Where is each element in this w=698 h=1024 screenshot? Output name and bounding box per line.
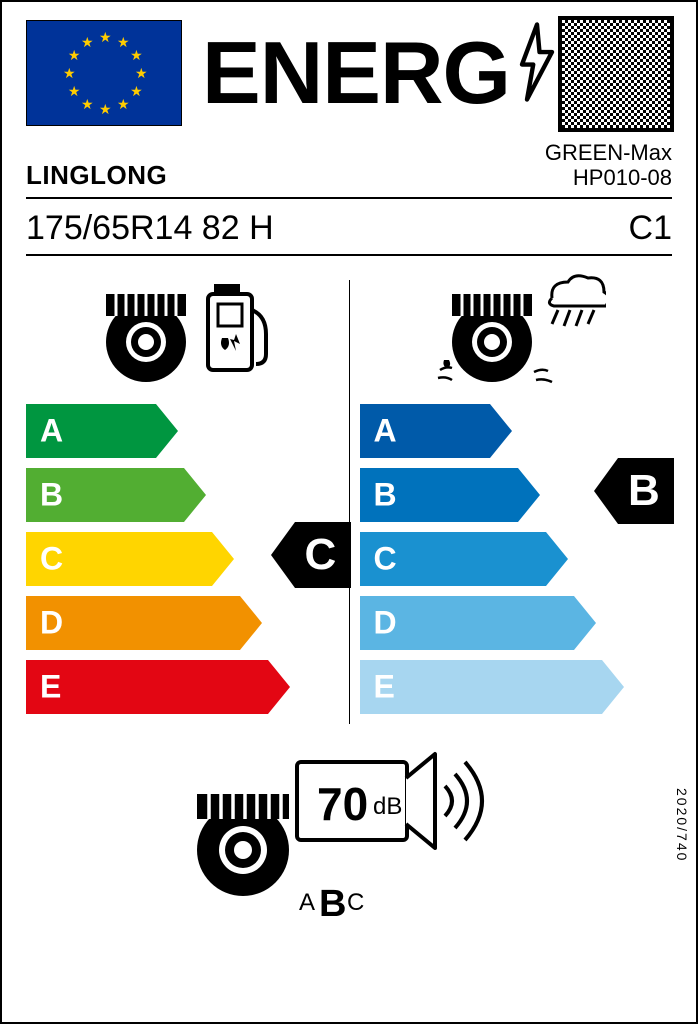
- rating-badge: B: [594, 458, 674, 524]
- grade-bar-label: A: [40, 412, 63, 449]
- header: ★★★★★★★★★★★★ ENERG: [26, 20, 672, 126]
- grade-bar-d: D: [360, 596, 673, 650]
- qr-code[interactable]: [558, 16, 674, 132]
- rating-badge-label: C: [305, 530, 337, 580]
- grade-bar-label: C: [374, 540, 397, 577]
- tyre-size: 175/65R14 82 H: [26, 209, 274, 248]
- noise-scale-c: C: [347, 889, 364, 916]
- eu-tyre-label: ★★★★★★★★★★★★ ENERG LINGLONG GREEN-Max HP…: [0, 0, 698, 1024]
- wet-icon-row: [360, 280, 673, 400]
- grade-bar-c: C: [360, 532, 673, 586]
- size-class-row: 175/65R14 82 H C1: [26, 209, 672, 248]
- db-value: 70: [317, 778, 368, 830]
- wet-tyre-icon: [436, 270, 606, 388]
- rating-badge: C: [271, 522, 351, 588]
- grade-bar-b: B: [26, 468, 349, 522]
- fuel-panel: A B C C D E: [26, 280, 349, 724]
- tyre-class: C1: [629, 209, 672, 248]
- fuel-tyre-icon: [102, 270, 272, 388]
- grade-bar-label: C: [40, 540, 63, 577]
- bolt-icon: [510, 22, 564, 102]
- wet-panel: A B B C D E: [350, 280, 673, 724]
- grade-bar-label: D: [40, 604, 63, 641]
- divider-1: [26, 197, 672, 199]
- grade-bar-a: A: [360, 404, 673, 458]
- grade-bar-d: D: [26, 596, 349, 650]
- eu-flag: ★★★★★★★★★★★★: [26, 20, 182, 126]
- grade-bar-label: D: [374, 604, 397, 641]
- energy-text: ENERG: [202, 23, 510, 122]
- grade-bar-e: E: [360, 660, 673, 714]
- grade-bar-label: E: [40, 668, 61, 705]
- regulation-number: 2020/740: [674, 788, 690, 862]
- brand-model-row: LINGLONG GREEN-Max HP010-08: [26, 140, 672, 191]
- grade-bar-e: E: [26, 660, 349, 714]
- noise-box: 70 dB A B C: [189, 742, 509, 918]
- wet-bars: A B B C D E: [360, 400, 673, 714]
- grade-bar-a: A: [26, 404, 349, 458]
- grade-bar-label: E: [374, 668, 395, 705]
- noise-section: 70 dB A B C: [26, 742, 672, 918]
- model-line1: GREEN-Max: [545, 140, 672, 165]
- noise-icon: 70 dB A B C: [189, 742, 509, 918]
- fuel-icon-row: [26, 280, 349, 400]
- grade-bar-label: B: [40, 476, 63, 513]
- noise-scale-a: A: [299, 889, 315, 916]
- grade-bar-label: A: [374, 412, 397, 449]
- model-name: GREEN-Max HP010-08: [545, 140, 672, 191]
- divider-2: [26, 254, 672, 256]
- ratings-panels: A B C C D E: [26, 280, 672, 724]
- rating-badge-label: B: [628, 466, 660, 516]
- fuel-bars: A B C C D E: [26, 400, 349, 714]
- grade-bar-label: B: [374, 476, 397, 513]
- model-line2: HP010-08: [545, 165, 672, 190]
- noise-class: B: [319, 883, 346, 918]
- brand-name: LINGLONG: [26, 160, 167, 191]
- db-unit: dB: [373, 793, 402, 820]
